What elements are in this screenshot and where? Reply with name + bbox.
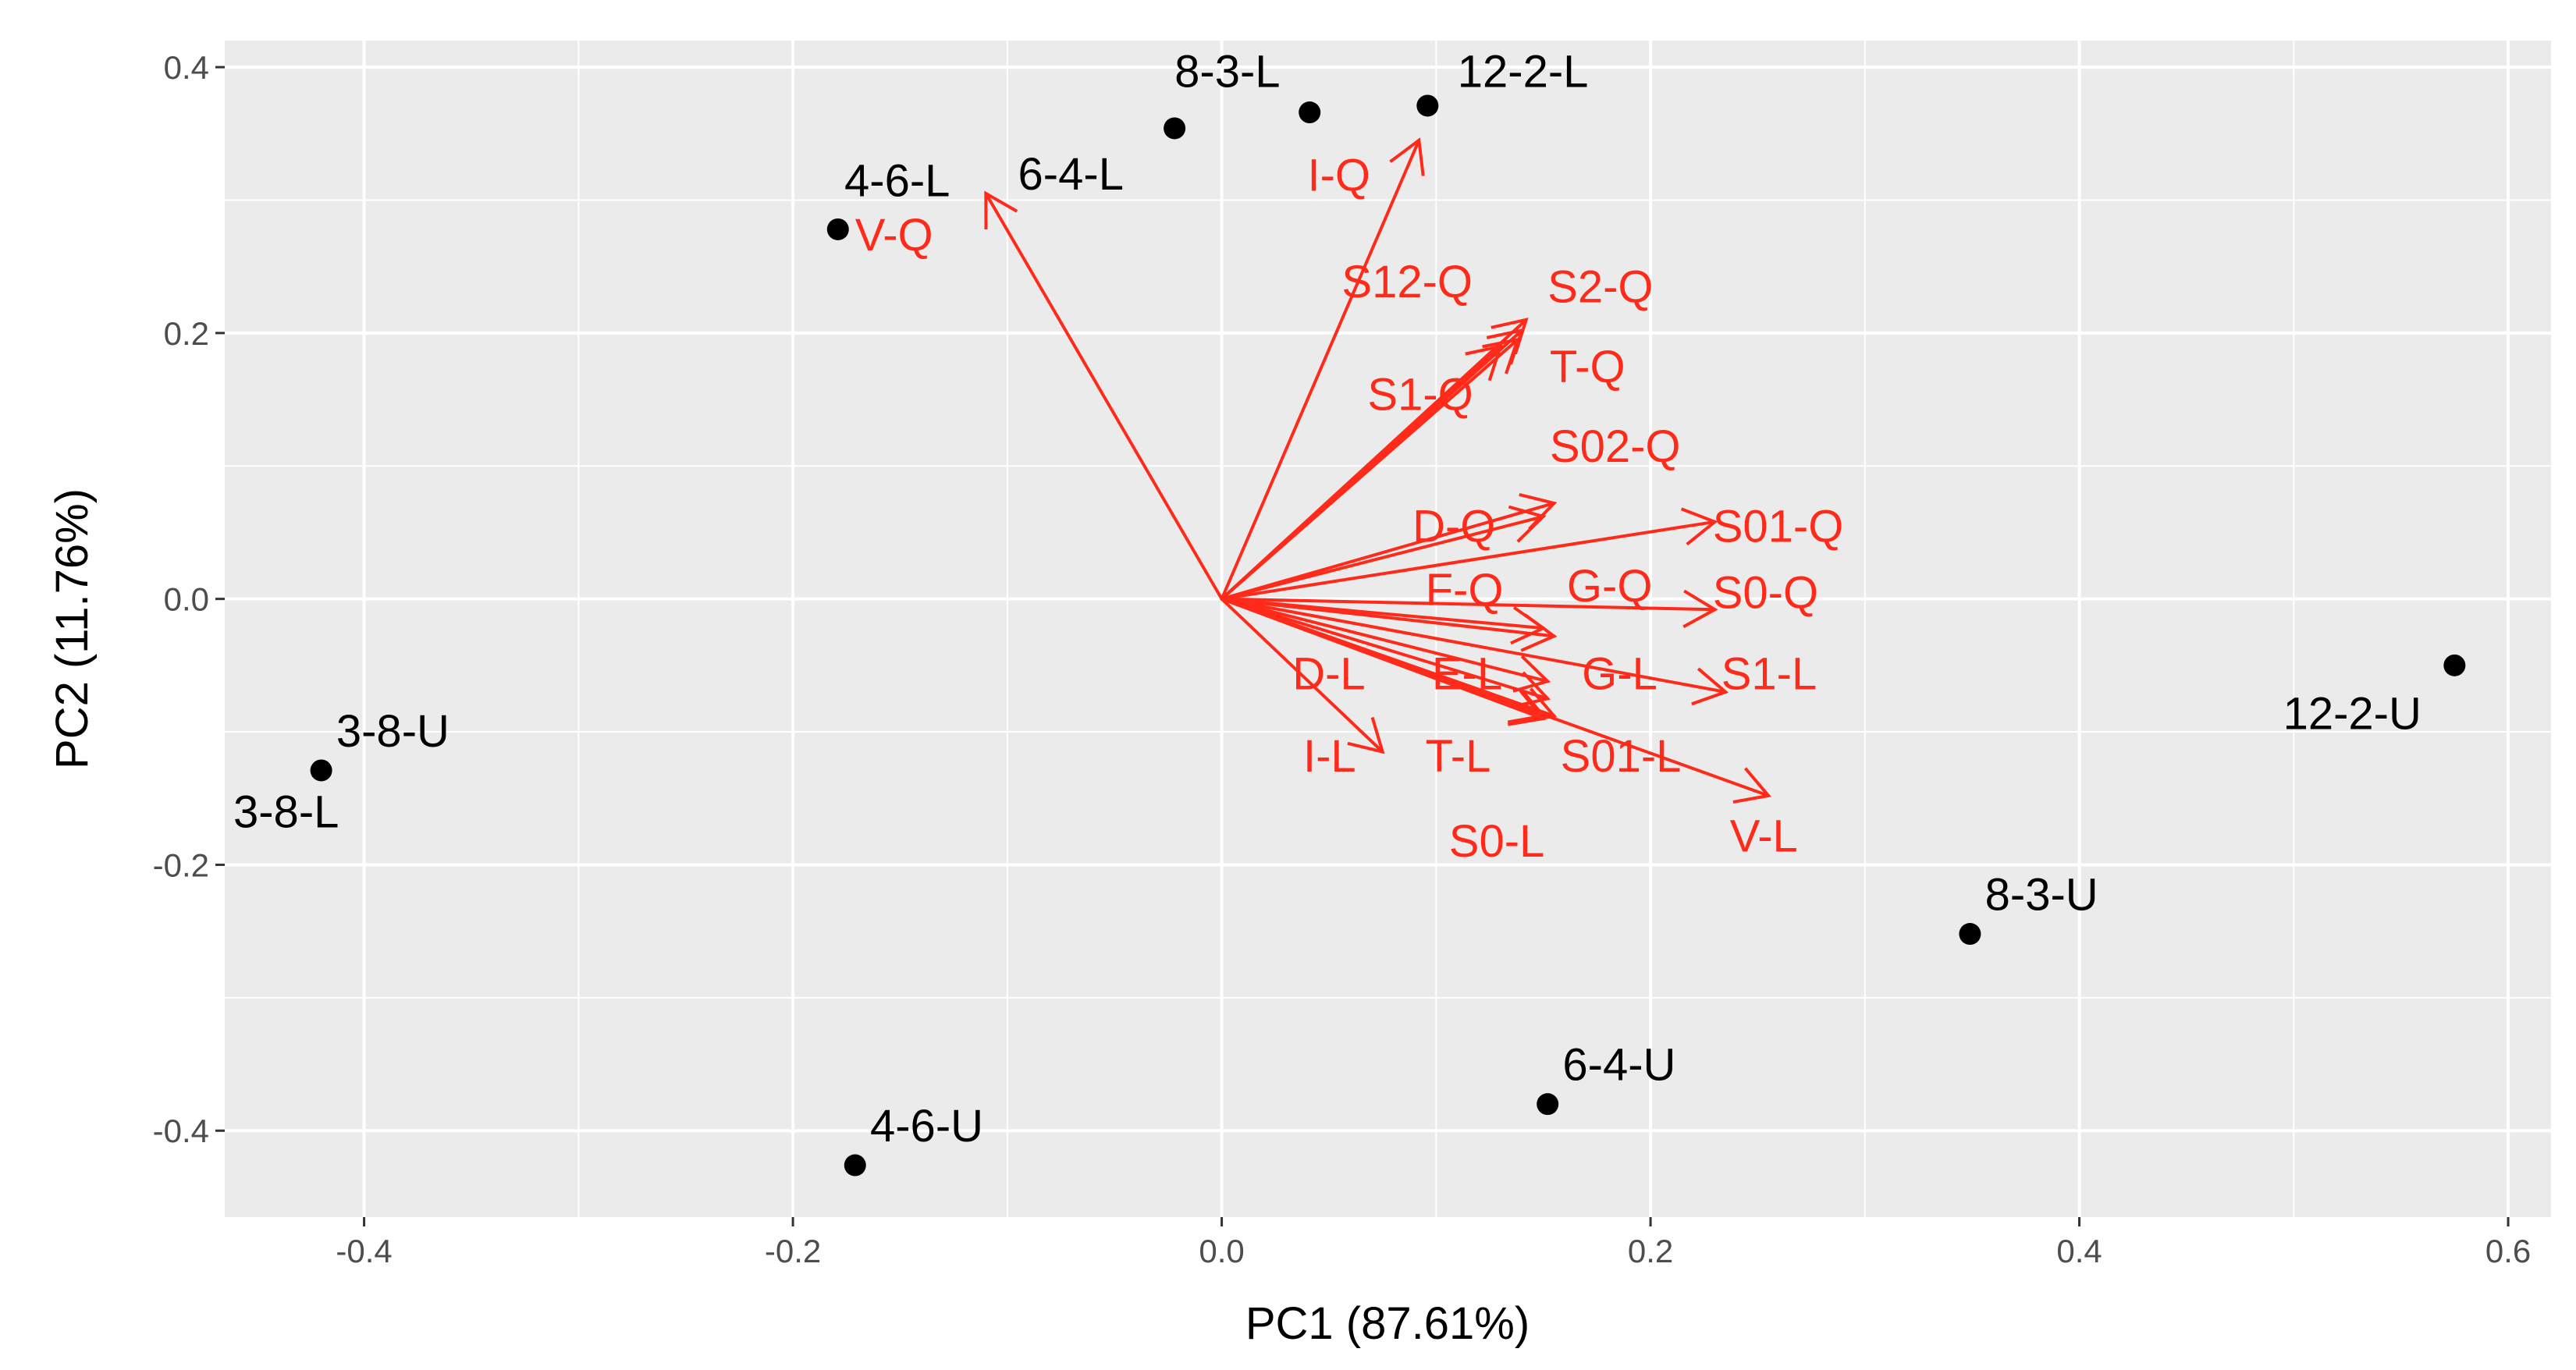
y-tick-label: 0.0 <box>164 581 209 618</box>
loading-label-t-l: T-L <box>1426 731 1491 782</box>
loading-label-s0-q: S0-Q <box>1713 568 1818 619</box>
loading-label-v-q: V-Q <box>855 210 933 261</box>
arrow-head <box>1347 716 1385 754</box>
loading-arrow-i-l <box>1220 597 1384 754</box>
arrow-head <box>1508 687 1547 724</box>
score-point-6-4-l <box>1164 117 1186 140</box>
loading-label-i-q: I-Q <box>1307 151 1370 201</box>
score-points: 12-2-L 8-3-L 6-4-L 4-6-L 12-2-U 3-8-U 3-8-L 8-3… <box>233 47 2466 1177</box>
loading-label-s01-q: S01-Q <box>1713 501 1844 552</box>
loading-arrows: I-Q V-Q S12-Q S2-Q T-Q S1-Q S02-Q D-Q S01-Q F-Q S0… <box>855 137 1844 867</box>
score-point-4-6-u <box>844 1154 866 1177</box>
score-label-6-4-u: 6-4-U <box>1562 1039 1675 1090</box>
loading-label-s1-l: S1-L <box>1721 649 1817 700</box>
score-label-6-4-l: 6-4-L <box>1018 149 1124 200</box>
y-tick-label: 0.4 <box>164 49 209 86</box>
arrow-head <box>1682 589 1718 629</box>
loading-label-t-q: T-Q <box>1550 342 1626 392</box>
loading-label-f-q: F-Q <box>1426 565 1504 616</box>
loading-arrow-d-q <box>1220 515 1545 601</box>
arrow-head <box>1512 655 1551 693</box>
arrow-head <box>1691 667 1729 706</box>
loading-arrow-s0-l <box>1220 597 1545 718</box>
score-label-8-3-l: 8-3-L <box>1174 47 1280 98</box>
arrow-head <box>1510 605 1547 645</box>
loading-arrow-g-q <box>1220 597 1545 630</box>
x-tick-label: -0.2 <box>765 1233 821 1269</box>
loading-arrow-e-l <box>1220 597 1550 683</box>
score-point-8-3-l <box>1299 101 1321 124</box>
x-axis-ticks: -0.4 -0.2 0.0 0.2 0.4 0.6 <box>336 1217 2531 1269</box>
score-point-8-3-u <box>1959 923 1981 946</box>
x-tick-label: -0.4 <box>336 1233 392 1269</box>
arrow-head <box>1389 137 1425 176</box>
loading-label-s2-q: S2-Q <box>1547 262 1653 313</box>
arrow-head <box>1518 687 1558 725</box>
score-point-3-8-u <box>310 759 332 782</box>
loading-arrow-s0-q <box>1220 597 1717 612</box>
score-point-4-6-l <box>826 218 849 240</box>
arrow-head <box>1465 344 1503 382</box>
loading-label-s02-q: S02-Q <box>1550 421 1681 472</box>
score-point-6-4-u <box>1537 1093 1559 1116</box>
loading-label-d-l: D-L <box>1292 649 1365 700</box>
loading-arrow-s02-q <box>1220 501 1556 601</box>
loading-arrow-s01-q <box>1220 520 1717 601</box>
score-label-4-6-l: 4-6-L <box>844 155 950 206</box>
x-tick-label: 0.4 <box>2056 1233 2102 1269</box>
y-tick-label: 0.2 <box>164 315 209 352</box>
score-label-4-6-u: 4-6-U <box>870 1101 983 1152</box>
score-label-12-2-u: 12-2-U <box>2283 689 2421 740</box>
loading-label-s1-q: S1-Q <box>1367 370 1473 421</box>
y-axis-ticks: -0.4 -0.2 0.0 0.2 0.4 <box>153 49 225 1149</box>
arrow-head <box>984 190 1018 229</box>
y-axis-title: PC2 (11.76%) <box>47 488 98 769</box>
arrow-head <box>1680 507 1718 546</box>
score-label-3-8-u: 3-8-U <box>336 706 449 757</box>
loading-label-s0-l: S0-L <box>1449 816 1545 867</box>
score-label-12-2-l: 12-2-L <box>1458 47 1589 98</box>
loading-arrow-v-q <box>984 191 1224 601</box>
score-label-3-8-l: 3-8-L <box>233 787 339 838</box>
loading-arrow-i-q <box>1220 138 1421 601</box>
arrow-head <box>1482 337 1520 374</box>
x-tick-label: 0.2 <box>1628 1233 1673 1269</box>
score-label-8-3-u: 8-3-U <box>1985 869 2098 920</box>
y-tick-label: -0.2 <box>153 846 209 883</box>
x-tick-label: 0.6 <box>2485 1233 2531 1269</box>
loading-arrow-s1-q <box>1220 344 1502 601</box>
score-point-12-2-l <box>1416 94 1439 117</box>
grid-lines <box>225 41 2551 1217</box>
arrow-head <box>1732 767 1771 804</box>
x-axis-title: PC1 (87.61%) <box>1245 1298 1530 1349</box>
loading-arrow-s1-l <box>1220 597 1728 694</box>
loading-label-v-l: V-L <box>1730 811 1798 861</box>
loading-label-g-l: G-L <box>1582 649 1658 700</box>
y-tick-label: -0.4 <box>153 1113 209 1149</box>
arrow-head <box>1508 505 1547 543</box>
loading-label-d-q: D-Q <box>1412 501 1495 552</box>
score-point-12-2-u <box>2443 654 2466 676</box>
loading-label-s12-q: S12-Q <box>1341 257 1473 307</box>
x-tick-label: 0.0 <box>1199 1233 1244 1269</box>
loading-label-g-q: G-Q <box>1567 561 1653 612</box>
loading-arrow-g-l <box>1220 597 1550 701</box>
loading-label-i-l: I-L <box>1303 731 1356 782</box>
